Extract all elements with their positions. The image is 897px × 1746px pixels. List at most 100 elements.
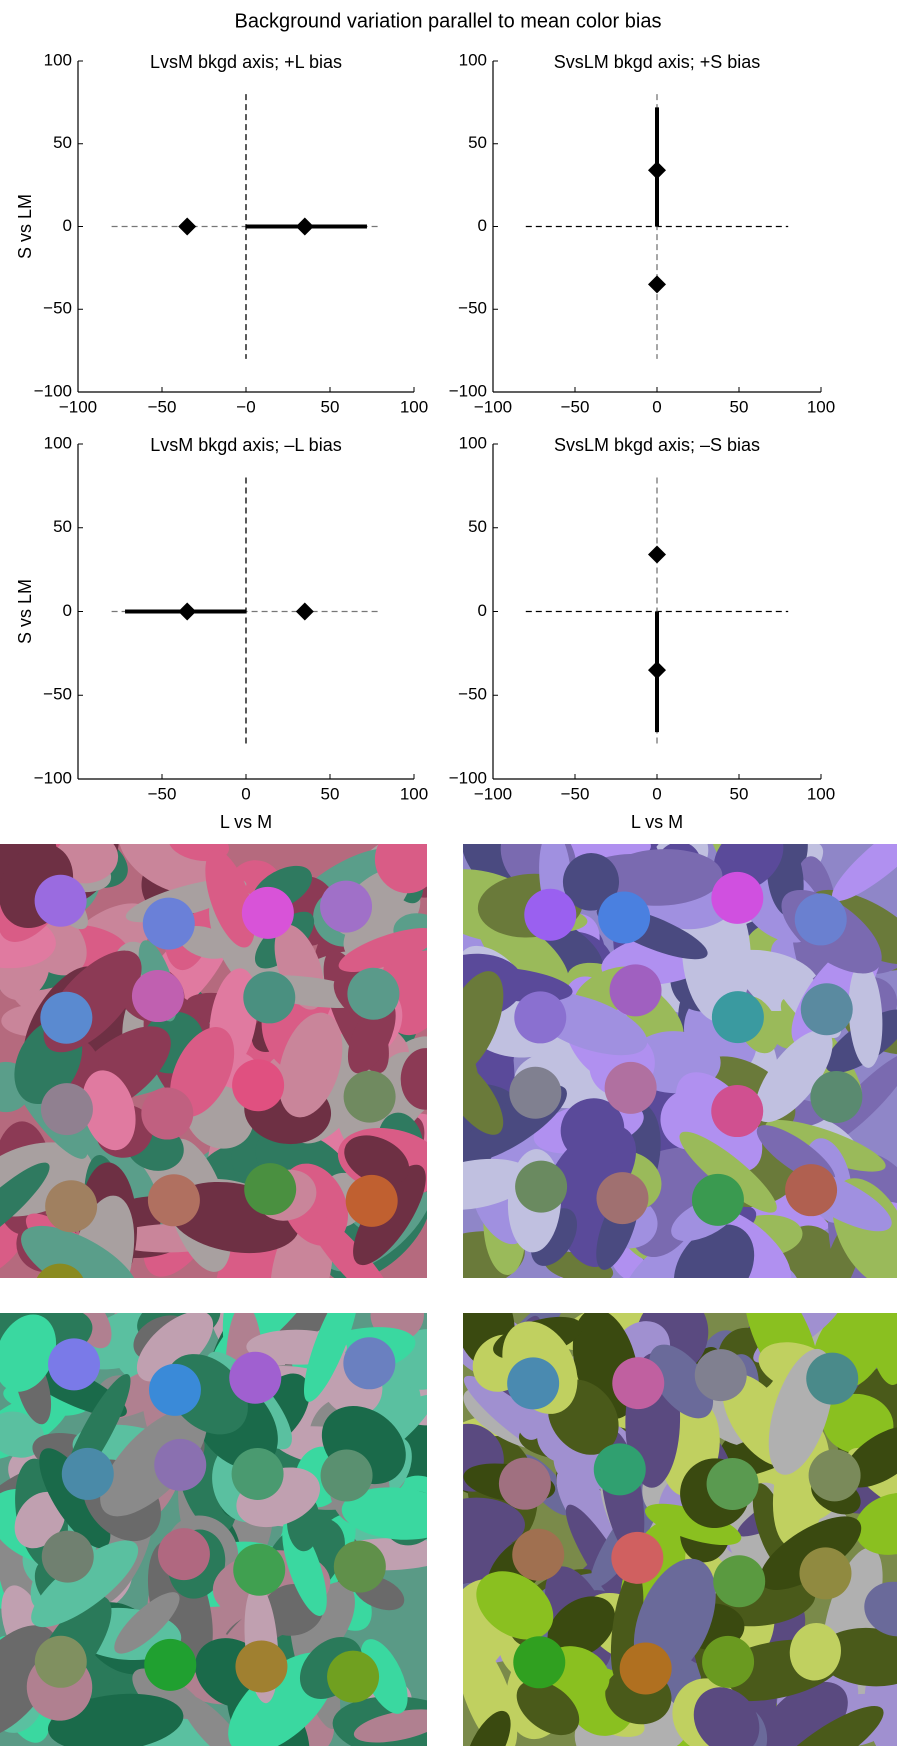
x-tick-label: 0 [652, 784, 661, 803]
stimulus-image [0, 1313, 427, 1746]
test-disk [711, 871, 764, 924]
background-ellipse [118, 844, 221, 895]
test-disk [800, 983, 853, 1036]
plot-title: LvsM bkgd axis; +L bias [150, 52, 342, 72]
background-ellipse [818, 1052, 897, 1147]
background-ellipse [31, 1540, 139, 1628]
background-ellipse [755, 1029, 833, 1123]
background-ellipse [562, 853, 620, 911]
background-ellipse [400, 1048, 427, 1110]
y-tick-label: −100 [449, 768, 487, 787]
x-axis-label: L vs M [631, 812, 683, 832]
background-ellipse [649, 1344, 714, 1419]
y-tick-label: 0 [63, 216, 72, 235]
background-ellipse [306, 1210, 395, 1278]
background-ellipse [14, 1491, 66, 1549]
background-ellipse [21, 1225, 138, 1278]
test-disk [333, 1540, 386, 1593]
x-tick-label: −50 [148, 784, 177, 803]
diamond-marker [648, 661, 666, 680]
test-disk [806, 1352, 859, 1405]
background-ellipse [560, 1098, 625, 1161]
background-ellipse [854, 1492, 897, 1555]
test-disk [706, 1457, 759, 1510]
test-disk [524, 888, 577, 941]
plot: −50 0 50 100 −100 −50 0 50 100 LvsM bkgd axis; –L… [15, 433, 428, 831]
x-tick-label: −0 [236, 397, 255, 416]
test-disk [593, 1443, 646, 1496]
test-disk [509, 1066, 562, 1119]
test-disk [48, 1338, 101, 1391]
background-ellipse [848, 962, 883, 1068]
background-ellipse [0, 1411, 45, 1458]
test-disk [243, 971, 296, 1024]
background-ellipse [789, 1622, 841, 1681]
test-disk [320, 880, 373, 933]
plot: −100 −50 0 50 100 −100 −50 0 50 100 SvsLM bkgd axi… [449, 433, 835, 831]
test-disk [45, 1180, 98, 1233]
background-ellipse [303, 1313, 359, 1402]
background-ellipse [344, 1135, 410, 1186]
background-ellipse [843, 1426, 897, 1488]
x-tick-label: 100 [400, 397, 428, 416]
background-ellipse [353, 1709, 427, 1743]
background-ellipse [170, 1027, 235, 1118]
y-axis-label: S vs LM [15, 579, 35, 644]
diamond-marker [295, 217, 314, 236]
background-ellipse [374, 844, 427, 894]
y-tick-label: 100 [44, 433, 72, 452]
background-ellipse [136, 1313, 214, 1382]
background-ellipse [341, 1487, 427, 1540]
test-disk [507, 1357, 560, 1410]
test-disk [141, 1087, 194, 1140]
y-tick-label: 100 [459, 433, 487, 452]
background-ellipse [465, 1710, 511, 1746]
x-tick-label: −50 [561, 397, 590, 416]
test-disk [611, 1531, 664, 1584]
y-tick-label: 0 [478, 216, 487, 235]
y-axis-label: S vs LM [15, 194, 35, 259]
background-ellipse [82, 1070, 136, 1151]
test-disk [241, 886, 294, 939]
plot-title: SvsLM bkgd axis; –S bias [554, 435, 760, 455]
diamond-marker [648, 161, 666, 180]
test-disk [810, 1070, 863, 1123]
test-disk [785, 1164, 838, 1217]
background-ellipse [338, 928, 427, 972]
background-ellipse [644, 1503, 742, 1546]
test-disk [596, 1172, 649, 1225]
test-disk [799, 1547, 852, 1600]
test-disk [711, 991, 764, 1044]
background-ellipse [0, 1162, 50, 1251]
y-tick-label: 100 [459, 50, 487, 69]
test-disk [609, 964, 662, 1017]
test-disk [229, 1351, 282, 1404]
test-disk [40, 991, 93, 1044]
background-ellipse [476, 1571, 554, 1640]
test-disk [598, 891, 651, 944]
test-disk [347, 967, 400, 1020]
background-ellipse [463, 1056, 504, 1135]
y-tick-label: 50 [468, 133, 487, 152]
x-tick-label: −100 [474, 397, 512, 416]
y-tick-label: −50 [458, 299, 487, 318]
x-tick-label: −100 [59, 397, 97, 416]
test-disk [144, 1638, 197, 1691]
background-ellipse [600, 849, 723, 906]
test-disk [513, 1636, 566, 1689]
y-tick-label: 50 [53, 517, 72, 536]
test-disk [345, 1174, 398, 1227]
x-tick-label: 100 [400, 784, 428, 803]
background-ellipse [0, 1625, 59, 1739]
x-tick-label: 0 [652, 397, 661, 416]
background-ellipse [100, 1407, 207, 1517]
test-disk [34, 874, 87, 927]
test-disk [142, 897, 195, 950]
background-ellipse [463, 1158, 532, 1211]
y-tick-label: −100 [449, 381, 487, 400]
test-disk [794, 893, 847, 946]
background-ellipse [278, 1012, 343, 1118]
test-disk [514, 991, 567, 1044]
y-tick-label: 50 [468, 517, 487, 536]
